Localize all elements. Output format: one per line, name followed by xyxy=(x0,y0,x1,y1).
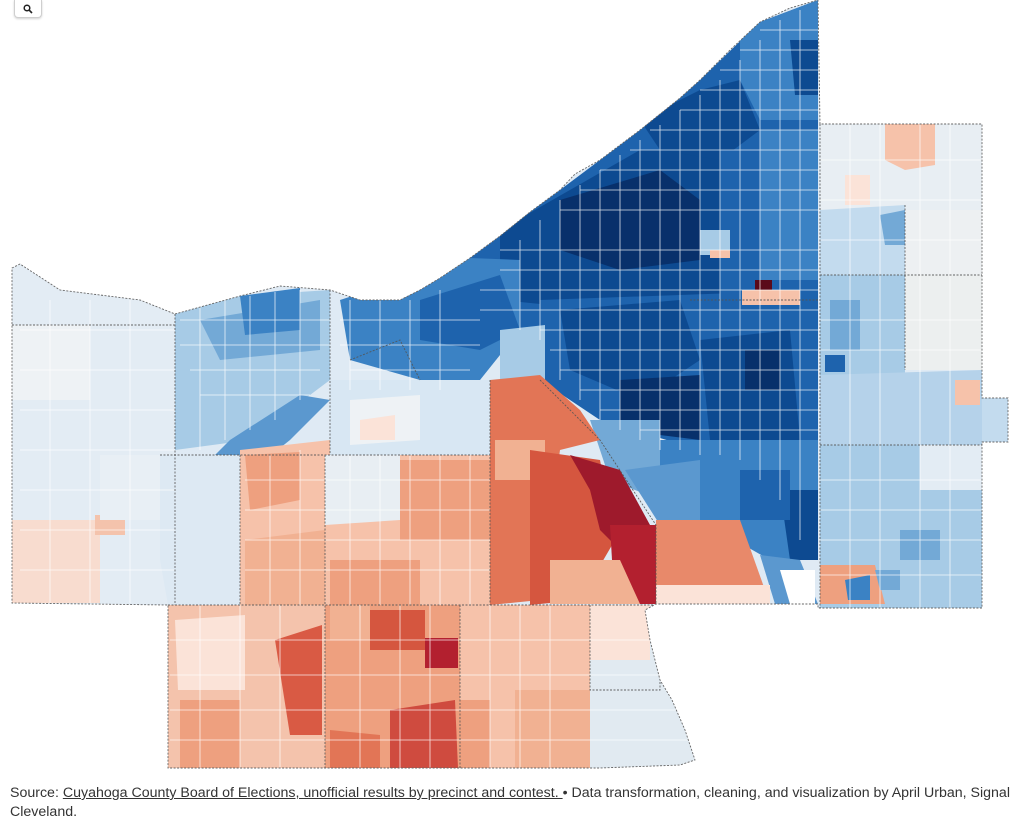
precinct[interactable] xyxy=(275,625,322,735)
precinct[interactable] xyxy=(700,230,730,255)
precinct[interactable] xyxy=(740,470,790,520)
precinct[interactable] xyxy=(515,690,590,768)
precinct[interactable] xyxy=(610,525,656,604)
precinct[interactable] xyxy=(920,445,982,490)
precinct[interactable] xyxy=(885,124,935,170)
map-footer: Source: Cuyahoga County Board of Electio… xyxy=(10,784,1010,822)
precinct-region[interactable] xyxy=(656,520,770,604)
precinct[interactable] xyxy=(905,210,982,275)
precinct[interactable] xyxy=(625,460,700,525)
precinct[interactable] xyxy=(830,300,860,350)
precinct[interactable] xyxy=(560,170,700,270)
map-search-button[interactable] xyxy=(14,0,42,18)
precinct[interactable] xyxy=(245,452,300,510)
precinct[interactable] xyxy=(780,570,815,604)
precinct[interactable] xyxy=(330,730,380,768)
precinct[interactable] xyxy=(656,585,770,604)
precinct[interactable] xyxy=(982,398,1008,442)
precinct[interactable] xyxy=(400,460,490,540)
precinct-region[interactable] xyxy=(820,370,982,445)
search-icon xyxy=(23,3,33,14)
precinct[interactable] xyxy=(330,560,420,605)
precinct[interactable] xyxy=(425,638,458,668)
county-map[interactable] xyxy=(0,0,1020,780)
credit-text: • Data transformation, cleaning, and vis… xyxy=(10,785,1010,820)
precinct-boundaries xyxy=(20,10,982,768)
source-link[interactable]: Cuyahoga County Board of Elections, unof… xyxy=(62,785,563,801)
precinct[interactable] xyxy=(460,700,490,768)
county-outline xyxy=(11,0,1009,769)
precinct[interactable] xyxy=(12,325,90,400)
precinct[interactable] xyxy=(160,455,245,605)
precinct[interactable] xyxy=(905,275,982,370)
precinct[interactable] xyxy=(12,520,100,603)
precinct[interactable] xyxy=(390,700,458,768)
precinct[interactable] xyxy=(180,700,240,768)
precinct[interactable] xyxy=(325,455,400,525)
precinct[interactable] xyxy=(175,615,245,690)
precinct[interactable] xyxy=(790,40,818,95)
precinct[interactable] xyxy=(240,288,300,335)
precinct[interactable] xyxy=(590,605,650,660)
precinct[interactable] xyxy=(550,560,640,604)
precinct[interactable] xyxy=(245,530,325,605)
precinct[interactable] xyxy=(880,210,905,245)
municipal-boundaries xyxy=(12,124,982,768)
precinct[interactable] xyxy=(742,290,800,305)
precinct[interactable] xyxy=(360,415,395,440)
source-label: Source: xyxy=(10,785,63,801)
precinct[interactable] xyxy=(420,275,520,350)
precinct[interactable] xyxy=(370,610,425,650)
precinct[interactable] xyxy=(845,175,870,205)
precinct[interactable] xyxy=(955,380,980,405)
precinct[interactable] xyxy=(845,575,870,600)
precinct[interactable] xyxy=(330,605,370,640)
precinct[interactable] xyxy=(500,325,545,380)
precinct[interactable] xyxy=(825,355,845,372)
precinct[interactable] xyxy=(760,130,818,280)
